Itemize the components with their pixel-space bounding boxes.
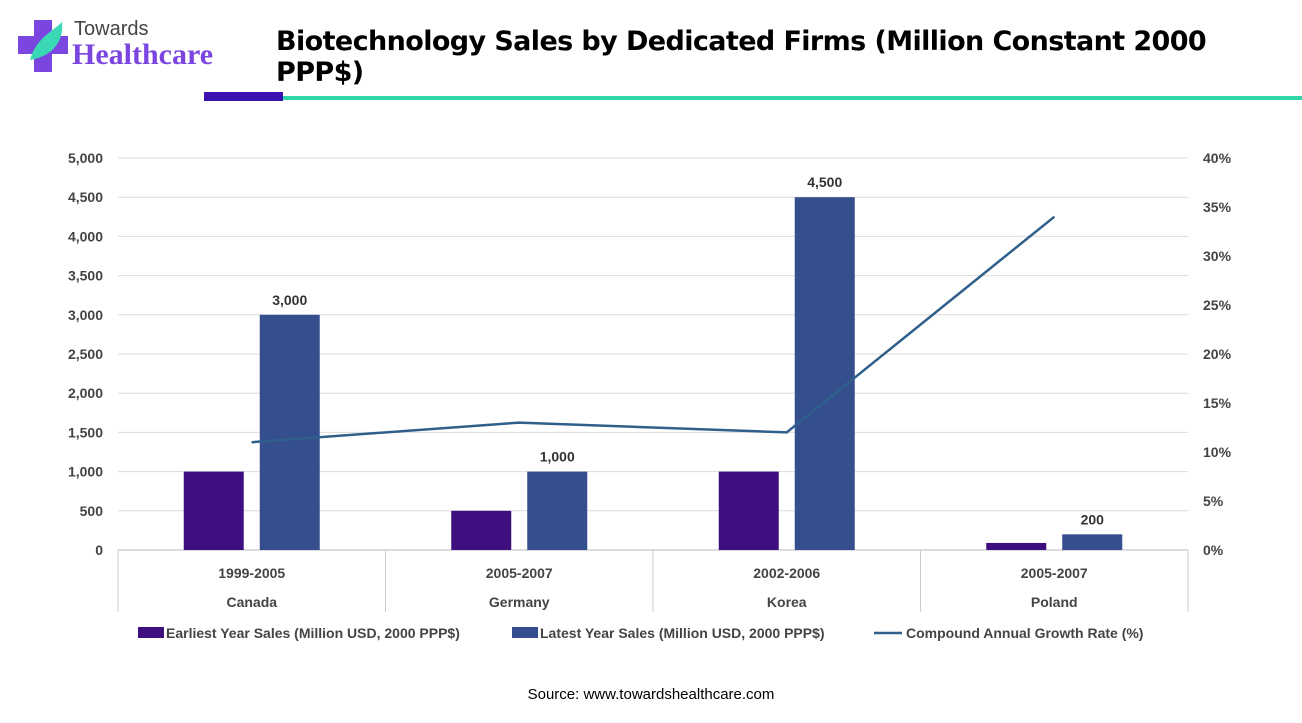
data-label: 3,000 (272, 292, 307, 308)
y-left-tick-label: 2,500 (68, 346, 103, 362)
cagr-point (251, 441, 253, 443)
x-tick-country: Korea (767, 594, 807, 610)
legend-swatch (512, 627, 538, 638)
cagr-point (518, 422, 520, 424)
bar-earliest (718, 471, 779, 550)
bar-earliest (183, 471, 244, 550)
bar-latest (1062, 534, 1123, 550)
x-tick-country: Canada (226, 594, 277, 610)
data-label: 1,000 (540, 449, 575, 465)
y-right-tick-label: 40% (1203, 150, 1232, 166)
cagr-point (786, 431, 788, 433)
bar-earliest (986, 542, 1047, 550)
logo-text-towards: Towards (74, 18, 149, 40)
y-right-tick-label: 15% (1203, 395, 1232, 411)
y-left-tick-label: 500 (80, 503, 104, 519)
y-left-tick-label: 2,000 (68, 385, 103, 401)
title-underline-accent (204, 92, 283, 101)
logo: Towards Healthcare (18, 18, 238, 78)
bar-latest (527, 471, 588, 550)
title-underline (283, 96, 1302, 100)
y-right-tick-label: 10% (1203, 444, 1232, 460)
cagr-line (251, 215, 1056, 444)
legend-label: Earliest Year Sales (Million USD, 2000 P… (166, 625, 460, 641)
x-tick-country: Germany (489, 594, 550, 610)
x-tick-period: 2002-2006 (753, 565, 820, 581)
y-left-tick-label: 4,500 (68, 189, 103, 205)
legend-label: Compound Annual Growth Rate (%) (906, 625, 1143, 641)
chart-title: Biotechnology Sales by Dedicated Firms (… (276, 26, 1207, 88)
y-right-tick-label: 25% (1203, 297, 1232, 313)
cagr-point (1053, 216, 1055, 218)
x-tick-period: 1999-2005 (218, 565, 285, 581)
y-left-tick-label: 4,000 (68, 228, 103, 244)
bar-latest (794, 197, 855, 550)
data-label: 200 (1081, 511, 1105, 527)
y-right-tick-label: 20% (1203, 346, 1232, 362)
y-right-tick-label: 0% (1203, 542, 1224, 558)
x-tick-country: Poland (1031, 594, 1078, 610)
x-tick-period: 2005-2007 (1021, 565, 1088, 581)
y-left-tick-label: 5,000 (68, 150, 103, 166)
y-left-tick-label: 3,000 (68, 307, 103, 323)
y-right-tick-label: 30% (1203, 248, 1232, 264)
y-left-tick-label: 1,000 (68, 464, 103, 480)
data-label: 4,500 (807, 174, 842, 190)
chart: 0 500 1,000 1,500 2,000 2,500 3,000 3,500 4,000 4… (68, 150, 1232, 641)
y-left-tick-label: 3,500 (68, 268, 103, 284)
y-left-tick-label: 1,500 (68, 424, 103, 440)
source-text: Source: www.towardshealthcare.com (527, 686, 775, 703)
legend-swatch (138, 627, 164, 638)
logo-text-healthcare: Healthcare (72, 38, 214, 71)
x-tick-period: 2005-2007 (486, 565, 553, 581)
legend-label: Latest Year Sales (Million USD, 2000 PPP… (540, 625, 825, 641)
y-left-tick-label: 0 (95, 542, 103, 558)
bar-latest (259, 314, 320, 550)
y-right-tick-label: 35% (1203, 199, 1232, 215)
bar-earliest (451, 510, 512, 550)
logo-cross-icon (18, 20, 68, 72)
y-right-tick-label: 5% (1203, 493, 1224, 509)
